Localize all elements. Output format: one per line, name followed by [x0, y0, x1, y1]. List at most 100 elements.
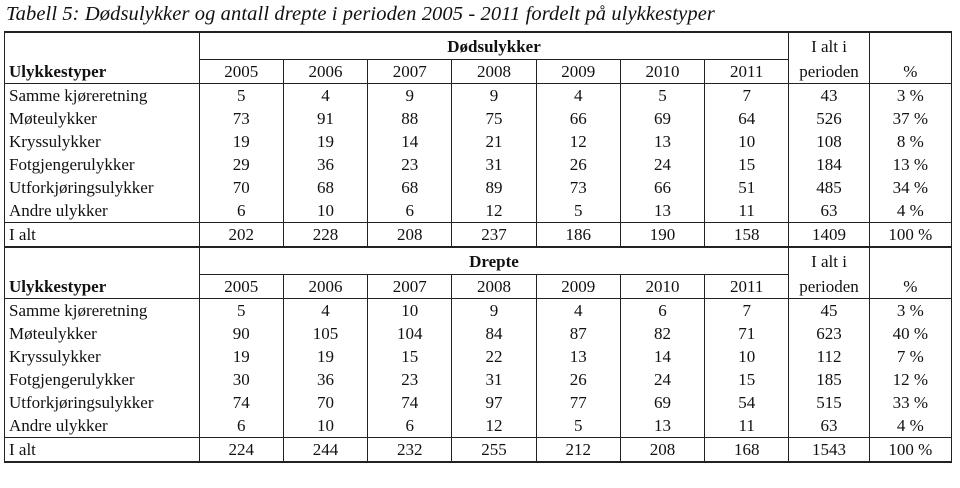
year-value: 7: [704, 298, 790, 322]
accident-type-label: Møteulykker: [4, 322, 200, 345]
year-value: 10: [704, 130, 790, 153]
year-value: 5: [535, 414, 621, 438]
accident-type-label: Kryssulykker: [4, 345, 200, 368]
percent-value: 33 %: [868, 391, 953, 414]
percent-value: 13 %: [868, 153, 953, 176]
table-row: Fotgjengerulykker 30 36 23 31 26 24 15 185 12 %: [4, 368, 953, 391]
year-value: 9: [451, 298, 537, 322]
year-value: 89: [451, 176, 537, 199]
year-value: 36: [282, 153, 369, 176]
year-header: 2006: [282, 274, 369, 299]
year-value: 19: [198, 130, 284, 153]
year-value: 11: [704, 414, 790, 438]
percent-value: 37 %: [868, 107, 953, 130]
percent-value: 12 %: [868, 368, 953, 391]
year-value: 68: [282, 176, 369, 199]
accident-type-label: Utforkjøringsulykker: [4, 176, 200, 199]
percent-value: 34 %: [868, 176, 953, 199]
total-percent-value: 100 %: [868, 222, 953, 248]
year-value: 12: [451, 414, 537, 438]
year-value: 19: [282, 130, 369, 153]
table-row: Utforkjøringsulykker 70 68 68 89 73 66 51 485 34 …: [4, 176, 953, 199]
percent-value: 40 %: [868, 322, 953, 345]
period-total-value: 45: [788, 298, 870, 322]
year-header: 2008: [451, 274, 537, 299]
year-total-value: 208: [367, 222, 453, 248]
year-total-value: 212: [535, 437, 621, 463]
total-row: I alt 202 228 208 237 186 190 158 1409 100 %: [4, 222, 953, 248]
year-value: 14: [367, 130, 453, 153]
year-header: 2010: [619, 274, 706, 299]
year-total-value: 208: [619, 437, 706, 463]
period-total-value: 526: [788, 107, 870, 130]
period-total-header-line2: perioden: [788, 59, 870, 84]
grand-total-value: 1409: [788, 222, 870, 248]
accident-type-header: Ulykkestyper: [4, 59, 200, 84]
year-value: 6: [367, 414, 453, 438]
accident-type-label: Fotgjengerulykker: [4, 153, 200, 176]
accident-type-label: Andre ulykker: [4, 414, 200, 438]
table-body: Dødsulykker I alt i Ulykkestyper 2005 2006 20…: [4, 31, 953, 463]
year-value: 70: [282, 391, 369, 414]
year-header: 2009: [535, 274, 621, 299]
year-value: 9: [367, 83, 453, 107]
year-value: 31: [451, 153, 537, 176]
period-total-header-line2: perioden: [788, 274, 870, 299]
year-value: 84: [451, 322, 537, 345]
year-value: 19: [198, 345, 284, 368]
year-value: 90: [198, 322, 284, 345]
year-header: 2007: [367, 59, 453, 84]
year-value: 29: [198, 153, 284, 176]
blank-cell: [868, 246, 953, 275]
year-value: 6: [198, 199, 284, 223]
percent-value: 4 %: [868, 199, 953, 223]
period-total-value: 185: [788, 368, 870, 391]
period-total-header-line1: I alt i: [788, 246, 870, 275]
year-header: 2006: [282, 59, 369, 84]
year-header: 2010: [619, 59, 706, 84]
table-row: Fotgjengerulykker 29 36 23 31 26 24 15 184 13 %: [4, 153, 953, 176]
table-row: Kryssulykker 19 19 14 21 12 13 10 108 8 %: [4, 130, 953, 153]
year-total-value: 158: [704, 222, 790, 248]
percent-value: 7 %: [868, 345, 953, 368]
total-row: I alt 224 244 232 255 212 208 168 1543 100 %: [4, 437, 953, 463]
period-total-value: 515: [788, 391, 870, 414]
percent-value: 3 %: [868, 83, 953, 107]
section-title: Dødsulykker: [198, 31, 790, 60]
year-value: 31: [451, 368, 537, 391]
year-value: 73: [535, 176, 621, 199]
year-value: 10: [367, 298, 453, 322]
year-value: 11: [704, 199, 790, 223]
year-value: 77: [535, 391, 621, 414]
period-total-value: 112: [788, 345, 870, 368]
year-header: 2008: [451, 59, 537, 84]
year-value: 74: [198, 391, 284, 414]
accident-type-label: Fotgjengerulykker: [4, 368, 200, 391]
accident-type-label: Utforkjøringsulykker: [4, 391, 200, 414]
percent-value: 4 %: [868, 414, 953, 438]
year-value: 15: [704, 368, 790, 391]
section-title-row: Drepte I alt i: [4, 246, 953, 275]
year-value: 104: [367, 322, 453, 345]
year-value: 21: [451, 130, 537, 153]
year-value: 30: [198, 368, 284, 391]
year-total-value: 190: [619, 222, 706, 248]
section-title-row: Dødsulykker I alt i: [4, 31, 953, 60]
year-value: 7: [704, 83, 790, 107]
year-value: 70: [198, 176, 284, 199]
year-value: 24: [619, 368, 706, 391]
period-total-value: 43: [788, 83, 870, 107]
period-total-value: 108: [788, 130, 870, 153]
year-value: 5: [535, 199, 621, 223]
header-row: Ulykkestyper 2005 2006 2007 2008 2009 2010 2011…: [4, 59, 953, 84]
year-value: 4: [282, 83, 369, 107]
year-value: 71: [704, 322, 790, 345]
year-total-value: 244: [282, 437, 369, 463]
table-row: Andre ulykker 6 10 6 12 5 13 11 63 4 %: [4, 414, 953, 438]
year-value: 12: [535, 130, 621, 153]
period-total-value: 184: [788, 153, 870, 176]
total-label: I alt: [4, 222, 200, 248]
year-value: 97: [451, 391, 537, 414]
year-header: 2005: [198, 274, 284, 299]
accident-type-label: Andre ulykker: [4, 199, 200, 223]
